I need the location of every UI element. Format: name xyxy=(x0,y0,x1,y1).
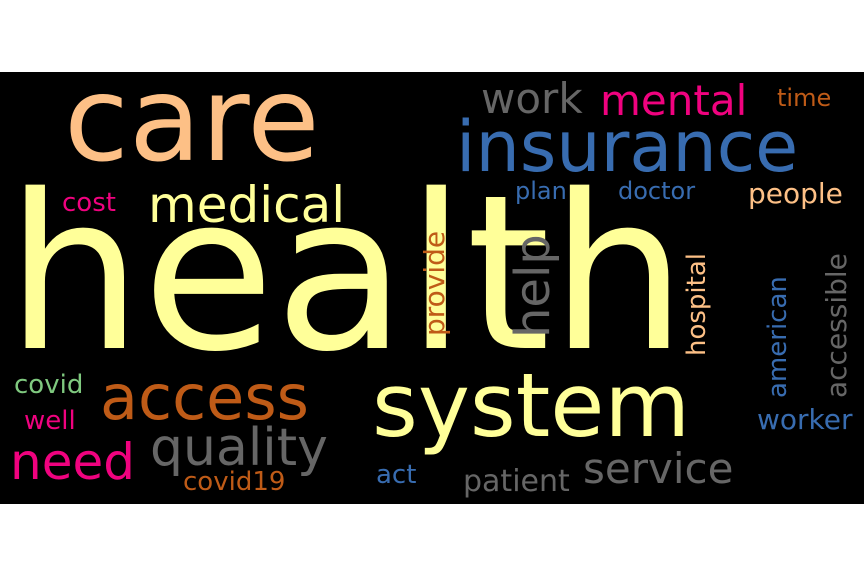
word-medical: medical xyxy=(148,176,346,234)
word-need: need xyxy=(10,433,135,491)
word-system: system xyxy=(372,354,691,457)
word-work: work xyxy=(481,74,583,123)
word-act: act xyxy=(376,460,417,490)
word-american: american xyxy=(763,276,793,398)
word-access: access xyxy=(100,361,309,434)
word-covid19: covid19 xyxy=(183,467,286,497)
word-cloud: health care insurance system access medi… xyxy=(0,72,864,504)
word-patient: patient xyxy=(463,464,570,499)
word-doctor: doctor xyxy=(618,177,696,205)
word-help: help xyxy=(505,234,561,338)
word-care: care xyxy=(64,72,320,188)
word-insurance: insurance xyxy=(456,106,799,188)
word-well: well xyxy=(24,406,76,436)
word-people: people xyxy=(748,177,843,210)
word-service: service xyxy=(583,444,734,493)
word-covid: covid xyxy=(14,370,84,400)
word-health: health xyxy=(6,148,687,399)
word-plan: plan xyxy=(515,177,567,205)
word-worker: worker xyxy=(757,403,853,436)
word-accessible: accessible xyxy=(820,253,853,398)
word-cost: cost xyxy=(62,188,116,218)
word-hospital: hospital xyxy=(682,252,712,356)
word-time: time xyxy=(777,84,832,112)
word-quality: quality xyxy=(150,418,328,478)
word-mental: mental xyxy=(600,76,748,125)
word-provide: provide xyxy=(418,230,451,336)
